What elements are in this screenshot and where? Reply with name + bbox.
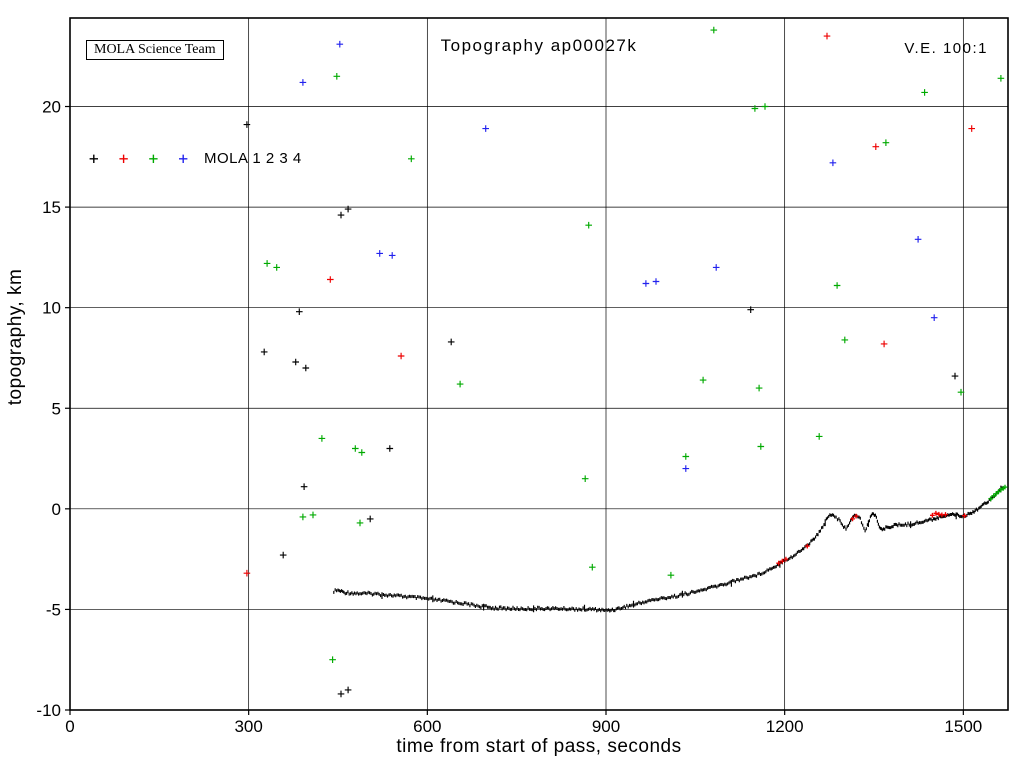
legend-marker-1 [89, 154, 98, 163]
x-tick-label: 600 [413, 717, 441, 736]
noise-points-mola-4 [299, 40, 938, 472]
y-tick-label: 5 [52, 399, 61, 418]
legend-marker-4 [179, 154, 188, 163]
y-tick-label: -10 [36, 701, 61, 720]
noise-points-mola-3 [263, 26, 1005, 663]
y-axis-label: topography, km [5, 268, 26, 406]
y-tick-label: 20 [42, 98, 61, 117]
y-tick-label: -5 [46, 600, 61, 619]
science-team-box: MOLA Science Team [86, 40, 224, 60]
vertical-exaggeration-label: V.E. 100:1 [904, 40, 988, 57]
x-tick-label: 0 [65, 717, 74, 736]
x-tick-label: 300 [234, 717, 262, 736]
legend-marker-3 [149, 154, 158, 163]
overlay-mola-3-on-track-returns [988, 484, 1008, 502]
noise-points-mola-2 [243, 32, 975, 577]
x-axis-label: time from start of pass, seconds [396, 736, 682, 757]
x-tick-label: 1500 [944, 717, 982, 736]
noise-points-mola-1 [243, 121, 959, 698]
axes-box [69, 17, 1009, 711]
chart-title: Topography ap00027k [440, 36, 638, 55]
profile-track [333, 485, 1004, 613]
overlay-mola-2-on-track-returns [776, 510, 967, 566]
x-tick-label: 1200 [766, 717, 804, 736]
legend-marker-2 [119, 154, 128, 163]
legend-label: MOLA 1 2 3 4 [204, 150, 302, 167]
y-tick-label: 10 [42, 299, 61, 318]
x-tick-label: 900 [592, 717, 620, 736]
y-tick-label: 15 [42, 198, 61, 217]
y-tick-label: 0 [52, 500, 61, 519]
